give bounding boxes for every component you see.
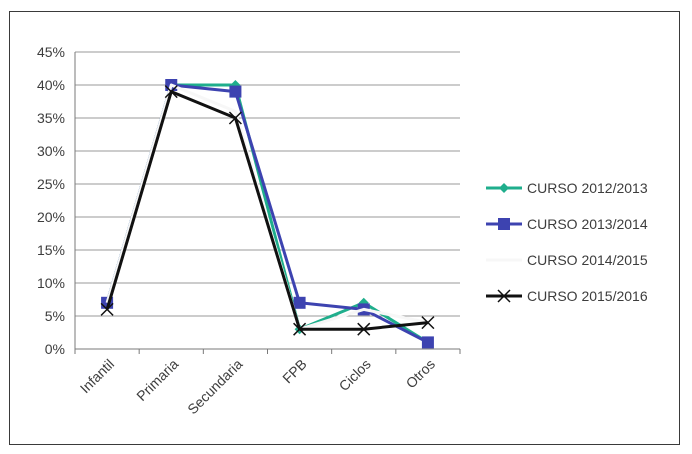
data-point: [293, 296, 306, 309]
legend-entry: CURSO 2012/2013: [486, 180, 648, 196]
y-tick-labels: 0% 5% 10% 15% 20% 25% 30% 35% 40% 45%: [37, 44, 65, 357]
chart-frame: [9, 11, 680, 445]
y-tick-label: 10%: [37, 275, 65, 291]
y-tick-label: 30%: [37, 143, 65, 159]
legend-label: CURSO 2015/2016: [527, 288, 648, 304]
x-tick-label: Primaria: [133, 356, 181, 404]
y-tick-label: 25%: [37, 176, 65, 192]
legend-label: CURSO 2014/2015: [527, 252, 648, 268]
legend: CURSO 2012/2013 CURSO 2013/2014 CURSO 2014…: [486, 180, 648, 304]
y-tick-label: 20%: [37, 209, 65, 225]
legend-label: CURSO 2013/2014: [527, 216, 648, 232]
x-tick-labels: Infantil Primaria Secundaria FPB Ciclos Otros: [77, 356, 438, 418]
y-tick-label: 45%: [37, 44, 65, 60]
y-tick-label: 40%: [37, 77, 65, 93]
series-line: [105, 83, 429, 344]
y-tick-label: 5%: [45, 308, 65, 324]
legend-label: CURSO 2012/2013: [527, 180, 648, 196]
axes: [74, 52, 461, 354]
series-line: [105, 83, 429, 344]
x-tick-label: Ciclos: [336, 356, 374, 394]
data-point: [421, 336, 434, 349]
data-point: [228, 111, 242, 125]
y-tick-label: 0%: [45, 341, 65, 357]
data-point: [229, 85, 242, 98]
legend-entry: CURSO 2015/2016: [486, 288, 648, 304]
data-point: [293, 322, 307, 336]
series-4: [100, 85, 435, 336]
legend-marker: [499, 183, 509, 193]
x-tick-label: FPB: [279, 356, 310, 387]
y-tick-label: 15%: [37, 242, 65, 258]
legend-entry: CURSO 2013/2014: [486, 216, 648, 232]
series-2: [101, 79, 434, 349]
series-line: [105, 90, 429, 331]
series-1: [102, 80, 433, 348]
legend-marker: [497, 289, 511, 303]
legend-marker: [498, 218, 510, 230]
x-tick-label: Infantil: [77, 356, 117, 396]
x-tick-label: Secundaria: [184, 356, 246, 418]
series-lines: [100, 79, 435, 349]
legend-entry: CURSO 2014/2015: [486, 252, 648, 268]
data-point: [357, 322, 371, 336]
x-tick-label: Otros: [403, 356, 439, 392]
y-tick-label: 35%: [37, 110, 65, 126]
data-point: [421, 316, 435, 330]
data-point: [100, 302, 114, 316]
data-point: [164, 85, 178, 99]
